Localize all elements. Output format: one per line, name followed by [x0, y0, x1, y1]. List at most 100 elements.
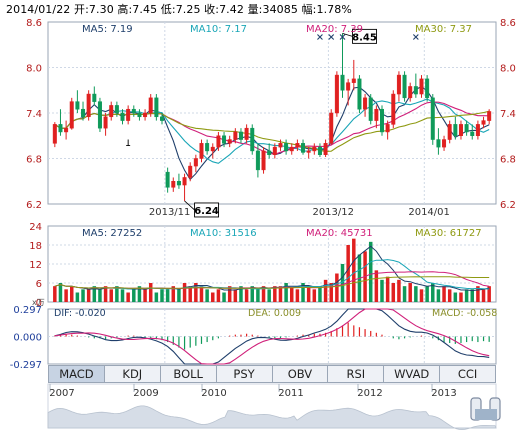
volume-bar	[335, 273, 339, 302]
candle-body	[86, 93, 91, 118]
candle	[430, 94, 435, 145]
annotation-label: 8.45	[352, 32, 377, 43]
tab-wvad[interactable]: WVAD	[384, 366, 441, 382]
candle-body	[380, 108, 384, 133]
navigator-year-label: 2007	[49, 388, 74, 399]
candle	[171, 177, 176, 192]
volume-bar	[233, 289, 238, 302]
volume-bar	[199, 286, 204, 302]
volume-bar	[346, 245, 350, 302]
candle	[385, 120, 390, 140]
candle-body	[374, 108, 379, 121]
candle	[216, 131, 221, 151]
candle-body	[368, 97, 373, 121]
navigator-selection[interactable]	[475, 409, 497, 420]
candle	[312, 143, 317, 155]
candle-body	[160, 116, 164, 121]
price-tick-left: 6.8	[26, 155, 42, 166]
volume-bar	[476, 286, 480, 302]
candle	[97, 97, 102, 132]
navigator-year-label: 2010	[201, 388, 226, 399]
candle-body	[323, 143, 328, 155]
candle	[419, 75, 424, 98]
annotation-label: 6.24	[194, 206, 219, 217]
tab-obv[interactable]: OBV	[273, 366, 329, 382]
candle	[137, 109, 142, 121]
event-marker	[412, 34, 419, 40]
candle	[165, 167, 170, 193]
candle-body	[346, 82, 351, 91]
volume-bar	[442, 286, 446, 302]
navigator-panel[interactable]: 2007 2009 2010 2011 2012 2013	[47, 383, 501, 430]
volume-tick: 24	[29, 222, 42, 233]
candle	[447, 120, 452, 144]
volume-ma-line	[54, 276, 490, 289]
navigator-years: 2007 2009 2010 2011 2012 2013	[49, 384, 457, 399]
quote-header: 2014/01/22 开:7.30 高:7.45 低:7.25 收:7.42 量…	[6, 3, 352, 16]
candle-body	[458, 124, 463, 136]
volume-bar	[239, 286, 243, 302]
volume-bar	[312, 289, 317, 302]
tab-boll[interactable]: BOLL	[161, 366, 217, 382]
volume-tick: 0	[36, 298, 42, 309]
volume-bar	[69, 286, 74, 302]
annotation-leader	[184, 200, 195, 211]
candle-body	[329, 112, 334, 144]
candle	[109, 101, 114, 121]
candle-body	[430, 97, 435, 140]
volume-bar	[459, 292, 463, 302]
price-tick-right: 6.2	[500, 200, 516, 211]
candle	[227, 135, 232, 148]
price-ticks-right: 6.2 6.8 7.4 8.0 8.6	[500, 18, 516, 211]
candle	[261, 147, 266, 174]
volume-bar	[244, 289, 249, 302]
annotation-leader	[342, 32, 353, 37]
volume-bar	[301, 283, 305, 302]
volume-bar	[216, 289, 221, 302]
navigator-handles[interactable]	[470, 397, 501, 421]
volume-bar	[481, 289, 486, 302]
candle	[458, 120, 463, 140]
candle	[368, 94, 373, 125]
navigator-year-label: 2012	[357, 388, 382, 399]
volume-bar	[160, 289, 164, 302]
tab-rsi[interactable]: RSI	[328, 366, 385, 382]
candle-body	[238, 131, 243, 140]
volume-bar	[205, 289, 209, 302]
candle	[284, 139, 289, 155]
volume-bar	[273, 286, 277, 302]
volume-bar	[53, 286, 57, 302]
event-marker	[317, 34, 323, 40]
tab-kdj[interactable]: KDJ	[105, 366, 161, 382]
candle-body	[109, 105, 114, 118]
price-candles	[52, 33, 492, 201]
price-markers: 8.45 6.24	[126, 28, 419, 218]
candle	[470, 124, 475, 140]
volume-bar	[295, 289, 300, 302]
volume-bar	[250, 286, 255, 302]
volume-bar	[323, 279, 328, 302]
candle-body	[148, 97, 153, 114]
volume-bar	[385, 276, 390, 302]
candle-body	[261, 150, 266, 171]
candle	[103, 113, 108, 136]
candle-body	[334, 74, 339, 114]
volume-bar	[171, 286, 176, 302]
price-tick-left: 8.0	[26, 64, 42, 75]
volume-bar	[154, 292, 159, 302]
tab-psy[interactable]: PSY	[217, 366, 273, 382]
macd-dea-label: DEA: 0.009	[248, 308, 301, 319]
volume-ma-label: MA5: 27252	[82, 228, 142, 239]
navigator-year-label: 2009	[133, 388, 158, 399]
candle-body	[114, 105, 119, 114]
candle-body	[436, 139, 441, 148]
candle	[396, 71, 401, 102]
candle-body	[470, 131, 475, 136]
tab-macd[interactable]: MACD	[49, 366, 105, 382]
candle	[52, 122, 57, 148]
event-marker	[126, 139, 131, 146]
candle-body	[396, 74, 401, 95]
tab-cci[interactable]: CCI	[457, 367, 478, 381]
volume-bar	[352, 238, 356, 302]
